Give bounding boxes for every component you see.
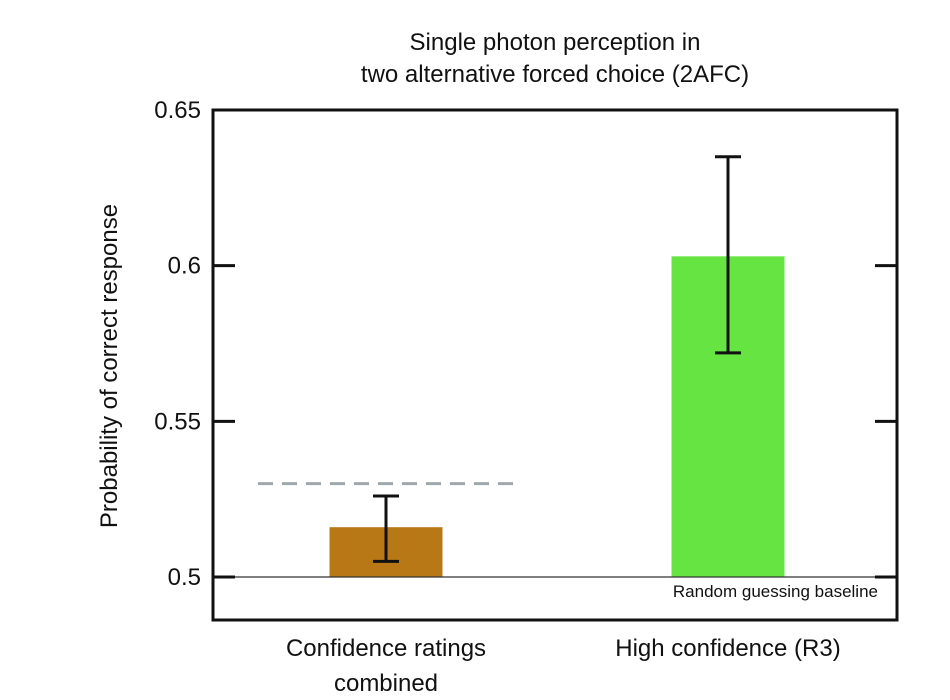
y-tick-label-3: 0.6 <box>168 253 201 280</box>
y-tick-label-4: 0.65 <box>154 97 201 124</box>
category-label-1-line-2: combined <box>334 670 438 697</box>
plot-frame <box>211 108 899 622</box>
y-tick-label-1: 0.5 <box>168 564 201 591</box>
category-label-1-line-1: Confidence ratings <box>286 635 486 662</box>
plot-area: 0.5 0.55 0.6 0.65 <box>154 97 899 622</box>
chart-title-line-2: two alternative forced choice (2AFC) <box>361 61 749 88</box>
y-tick-label-2: 0.55 <box>154 408 201 435</box>
y-axis-label: Probability of correct response <box>96 204 123 528</box>
baseline-annotation: Random guessing baseline <box>673 582 878 601</box>
category-label-2: High confidence (R3) <box>615 635 840 662</box>
chart-title-line-1: Single photon perception in <box>410 29 701 56</box>
